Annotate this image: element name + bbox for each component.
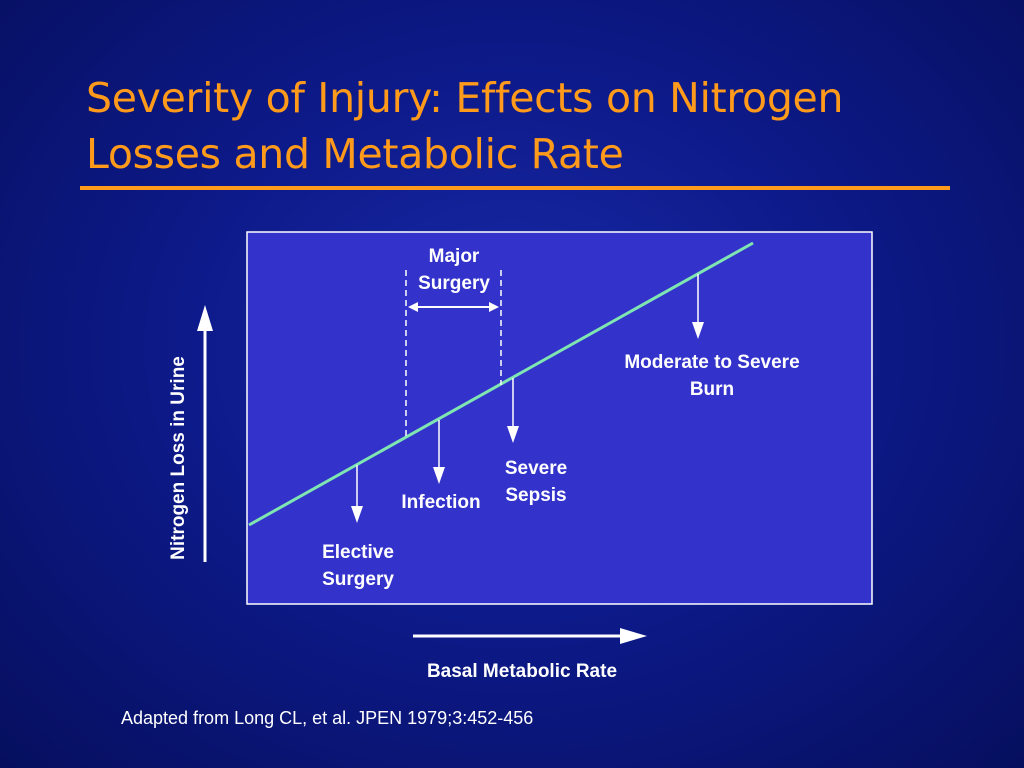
sepsis-pointer-arrow [507, 378, 519, 443]
title-underline [80, 186, 950, 190]
x-axis-arrow [413, 628, 647, 644]
citation-footer: Adapted from Long CL, et al. JPEN 1979;3… [121, 708, 534, 728]
elective-surgery-pointer-arrow [351, 465, 363, 523]
sepsis-label-line-2: Sepsis [505, 485, 566, 506]
major-surgery-range-arrow [408, 302, 499, 312]
x-axis-label: Basal Metabolic Rate [427, 661, 617, 682]
slide-title-line-2: Losses and Metabolic Rate [86, 130, 624, 178]
burn-label-line-2: Burn [690, 379, 734, 400]
slide-title: Severity of Injury: Effects on Nitrogen … [86, 70, 946, 182]
sepsis-label-line-1: Severe [505, 458, 567, 479]
slide-title-line-1: Severity of Injury: Effects on Nitrogen [86, 74, 844, 122]
y-axis-label: Nitrogen Loss in Urine [168, 356, 189, 560]
major-surgery-label-line-1: Major [429, 246, 480, 267]
infection-label: Infection [401, 492, 480, 513]
elective-surgery-label-line-1: Elective [322, 542, 394, 563]
infection-pointer-arrow [433, 420, 445, 484]
burn-label-line-1: Moderate to Severe [624, 352, 799, 373]
elective-surgery-label-line-2: Surgery [322, 569, 394, 590]
plot-area [246, 231, 873, 605]
major-surgery-label-line-2: Surgery [418, 273, 490, 294]
y-axis-arrow [197, 305, 213, 562]
burn-pointer-arrow [692, 274, 704, 339]
